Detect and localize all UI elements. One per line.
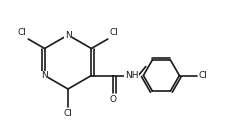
Text: N: N [65,30,71,40]
Text: N: N [41,71,48,80]
Text: Cl: Cl [17,28,26,37]
Text: O: O [110,94,117,104]
Text: Cl: Cl [110,28,119,37]
Text: Cl: Cl [63,109,73,118]
Text: Cl: Cl [198,71,207,80]
Text: NH: NH [125,71,138,80]
